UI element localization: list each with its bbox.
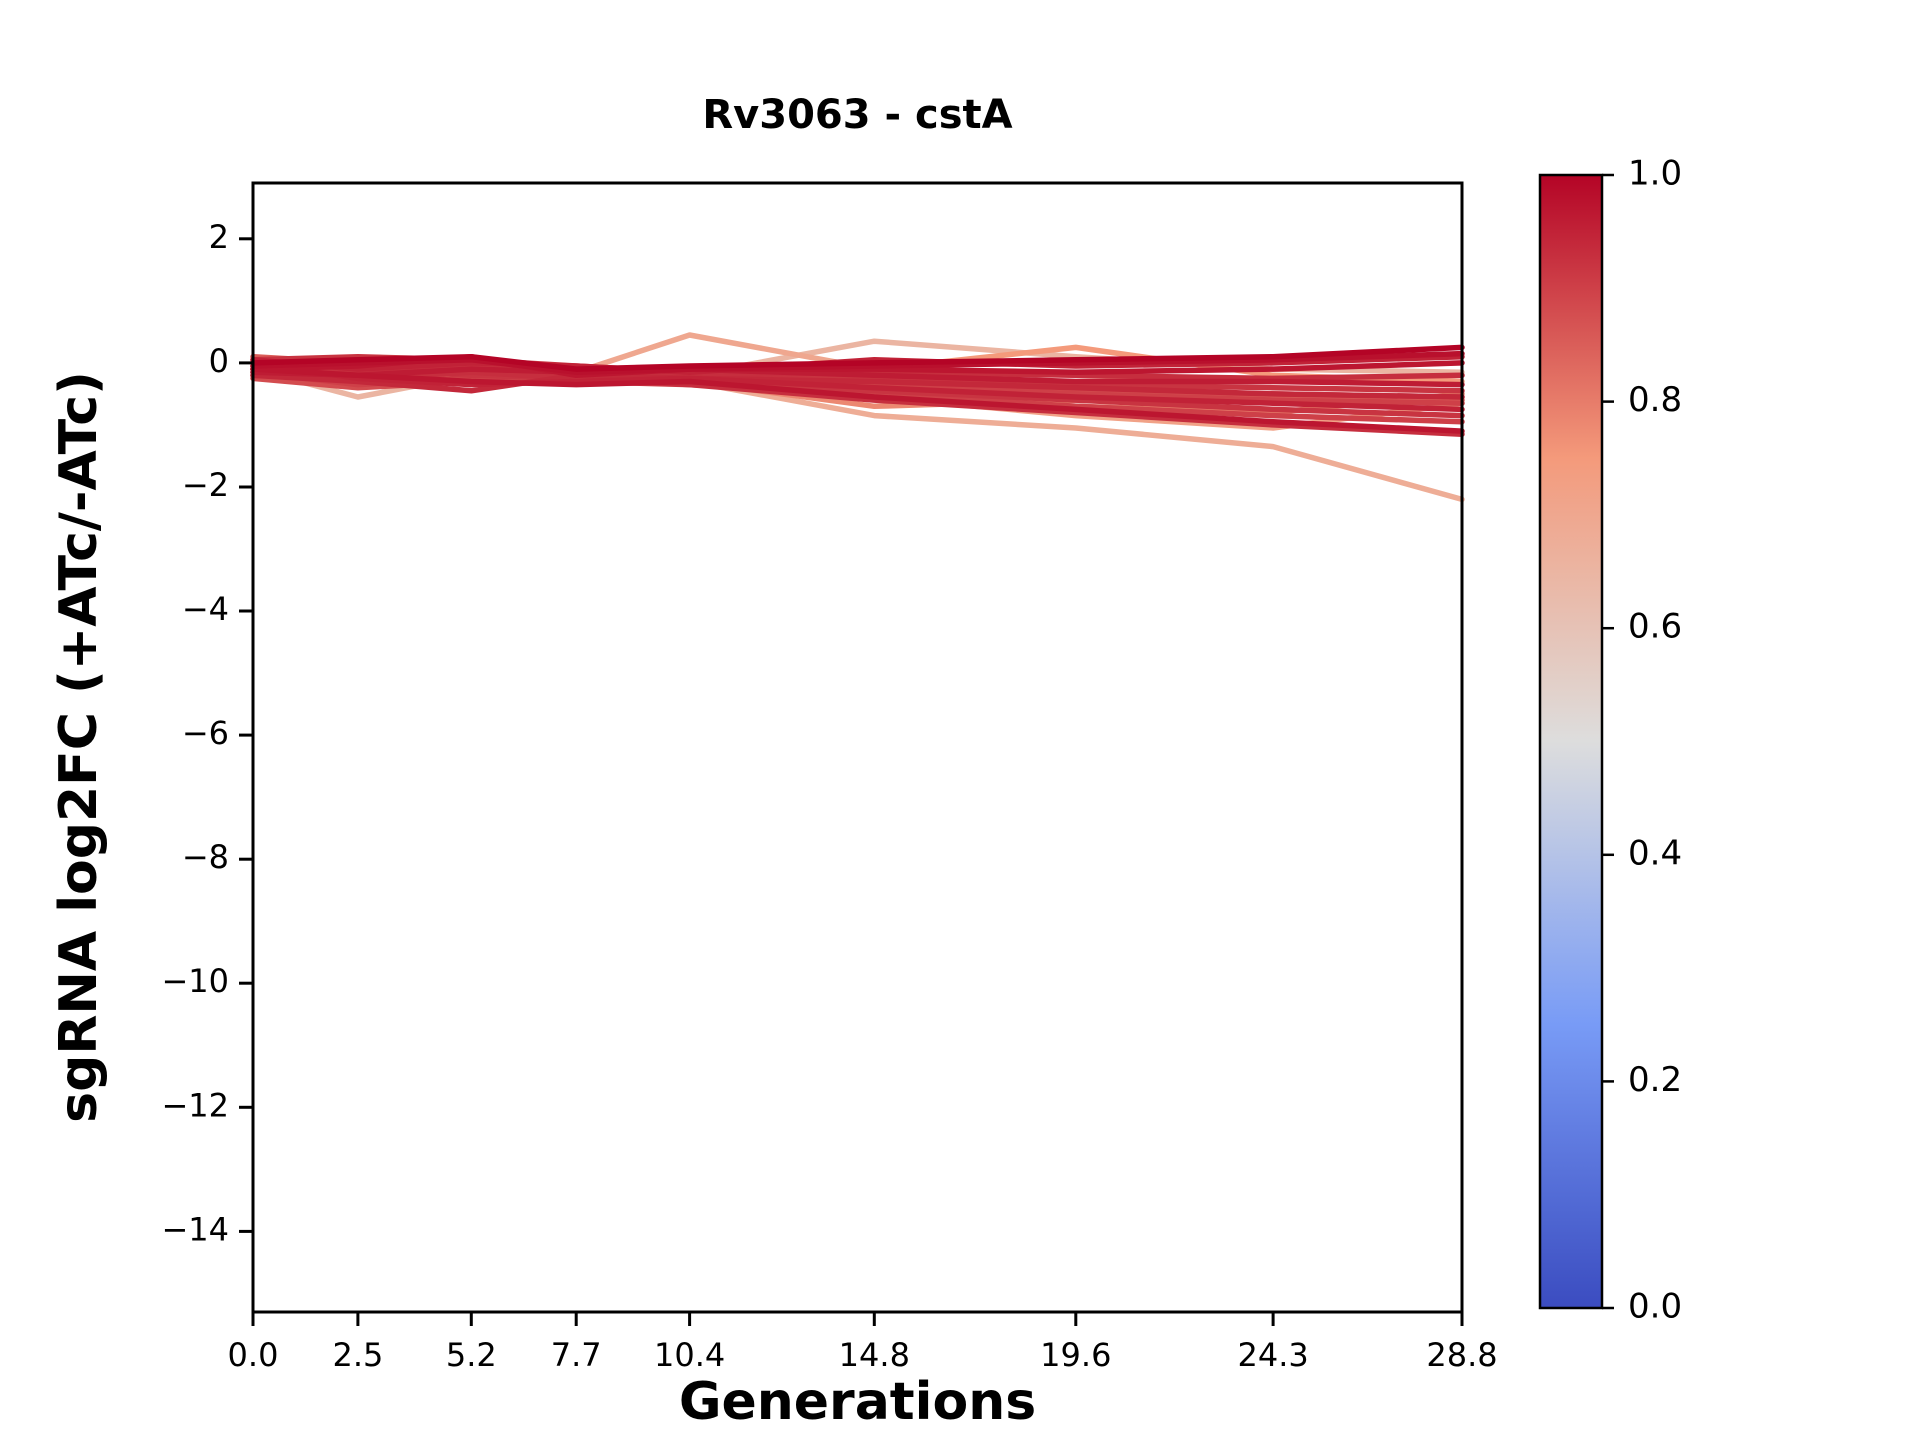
y-tick-label: 2 (209, 218, 229, 256)
colorbar-tick-label: 1.0 (1628, 154, 1682, 194)
y-tick-label: −10 (161, 962, 229, 1000)
y-tick-label: −12 (161, 1086, 229, 1124)
x-tick-label: 19.6 (1040, 1336, 1111, 1374)
chart-title: Rv3063 - cstA (702, 92, 1013, 138)
colorbar-tick-label: 0.4 (1628, 833, 1682, 873)
colorbar-tick-label: 0.8 (1628, 380, 1682, 420)
colorbar (1538, 173, 1604, 1310)
colorbar-tick-label: 0.6 (1628, 607, 1682, 647)
y-tick-label: −4 (182, 590, 229, 628)
sgrna-line (250, 344, 1465, 372)
colorbar-tick-label: 0.0 (1628, 1287, 1682, 1327)
x-tick-label: 14.8 (839, 1336, 910, 1374)
x-tick-label: 7.7 (551, 1336, 602, 1374)
y-tick-label: −8 (182, 838, 229, 876)
y-tick-label: 0 (209, 342, 229, 380)
sgrna-line (250, 360, 1465, 413)
plot-spines (251, 181, 1464, 1314)
y-tick-label: −14 (161, 1210, 229, 1248)
y-tick-label: −2 (182, 466, 229, 504)
x-tick-label: 10.4 (654, 1336, 725, 1374)
x-axis-label: Generations (678, 1372, 1037, 1432)
x-tick-label: 2.5 (332, 1336, 383, 1374)
x-tick-label: 5.2 (446, 1336, 497, 1374)
x-tick-label: 0.0 (228, 1336, 279, 1374)
sgrna-line (250, 350, 1465, 375)
colorbar-tick-label: 0.2 (1628, 1060, 1682, 1100)
sgrna-line (250, 366, 1465, 434)
sgrna-line (250, 360, 1465, 382)
x-tick-label: 28.8 (1426, 1336, 1497, 1374)
sgrna-line (250, 353, 1465, 375)
y-tick-label: −6 (182, 714, 229, 752)
x-tick-label: 24.3 (1237, 1336, 1308, 1374)
